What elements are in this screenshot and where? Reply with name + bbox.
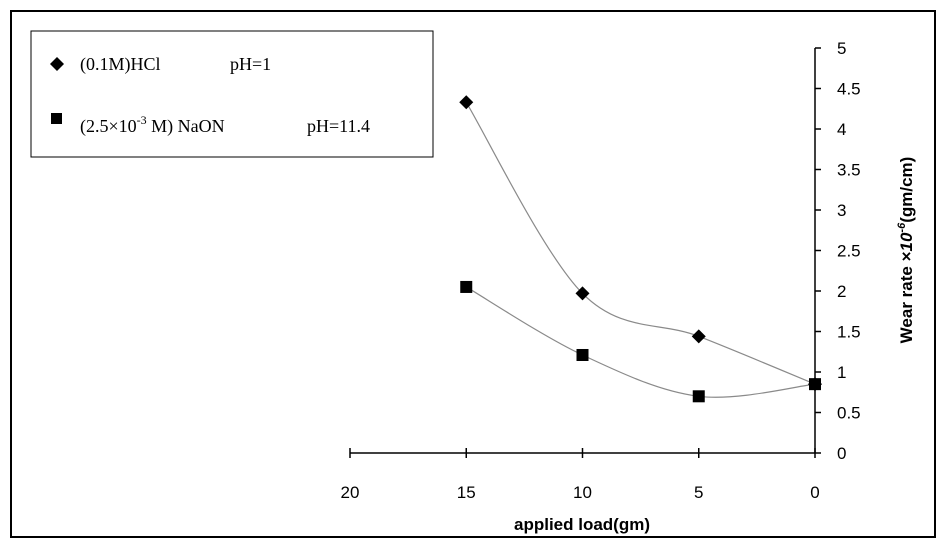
legend-marker-square xyxy=(51,113,62,124)
legend-marker-diamond xyxy=(50,57,64,71)
y-tick-label: 4.5 xyxy=(837,80,861,99)
legend-label-naoh: (2.5×10-3 M) NaON xyxy=(80,113,225,137)
axes: 20 15 10 5 0 0 0.5 1 1.5 2 2.5 3 3.5 4 4.5 5 xyxy=(341,39,861,502)
y-axis-title: Wear rate ×10-6(gm/cm) xyxy=(896,157,916,344)
y-tick-label: 3 xyxy=(837,201,846,220)
y-tick-label: 4 xyxy=(837,120,846,139)
legend-box xyxy=(30,30,434,158)
y-tick-label: 0.5 xyxy=(837,404,861,423)
data-point-diamond xyxy=(575,286,590,301)
y-tick-label: 0 xyxy=(837,444,846,463)
data-point-square xyxy=(576,348,589,361)
x-tick-label: 15 xyxy=(457,483,476,502)
x-tick-label: 0 xyxy=(810,483,819,502)
series-lines xyxy=(465,101,816,398)
y-tick-label: 3.5 xyxy=(837,161,861,180)
data-point-square xyxy=(692,390,705,403)
series-markers xyxy=(459,95,822,403)
y-tick-label: 2 xyxy=(837,282,846,301)
y-tick-label: 5 xyxy=(837,39,846,58)
x-axis-title: applied load(gm) xyxy=(514,515,650,534)
legend-label-hcl: (0.1M)HCl xyxy=(80,54,161,75)
legend: (0.1M)HCl pH=1 (2.5×10-3 M) NaON pH=11.4 xyxy=(30,30,434,158)
series-line-1 xyxy=(465,101,816,385)
y-tick-label: 1.5 xyxy=(837,323,861,342)
series-line-2 xyxy=(465,286,816,398)
x-tick-label: 20 xyxy=(341,483,360,502)
x-tick-label: 10 xyxy=(573,483,592,502)
data-point-square xyxy=(460,280,473,293)
data-point-square xyxy=(809,378,821,391)
x-tick-label: 5 xyxy=(694,483,703,502)
data-point-diamond xyxy=(459,95,474,110)
y-tick-label: 1 xyxy=(837,363,846,382)
y-tick-label: 2.5 xyxy=(837,242,861,261)
legend-ph-hcl: pH=1 xyxy=(230,54,271,74)
data-point-diamond xyxy=(691,329,706,344)
legend-ph-naoh: pH=11.4 xyxy=(307,116,370,136)
